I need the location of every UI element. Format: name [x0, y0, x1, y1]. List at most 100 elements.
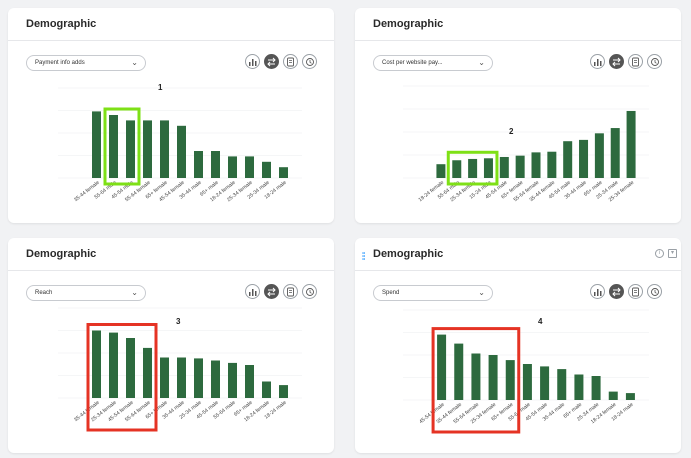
bar[interactable] — [211, 360, 220, 399]
drag-handle-icon[interactable] — [362, 249, 366, 260]
bar[interactable] — [279, 167, 288, 178]
chart-area: 18-24 female 55-64 male 25-34 female 15-24 … — [355, 8, 681, 228]
chart-card-3: Demographic Reach ⌄ 35-44 female 25-34 fem… — [8, 238, 334, 453]
bar[interactable] — [143, 120, 152, 178]
bar[interactable] — [245, 156, 254, 178]
highlight-box — [431, 327, 521, 434]
swap-icon[interactable] — [264, 54, 279, 69]
divider — [355, 40, 681, 41]
bar[interactable] — [228, 156, 237, 178]
bar[interactable] — [126, 338, 135, 398]
bar[interactable] — [279, 385, 288, 398]
annotation-marker: 3 — [176, 317, 181, 326]
report-icon[interactable] — [283, 54, 298, 69]
bar[interactable] — [610, 128, 620, 178]
chevron-down-icon: ⌄ — [478, 58, 485, 67]
bar-chart-toggle-icon[interactable] — [245, 284, 260, 299]
metric-select[interactable]: Payment info adds ⌄ — [26, 55, 146, 71]
bar[interactable] — [262, 381, 271, 399]
metric-select-value: Payment info adds — [35, 60, 85, 66]
chart-card-2: Demographic Cost per website pay... ⌄ 18-… — [355, 8, 681, 223]
bar[interactable] — [540, 366, 550, 400]
annotation-marker: 1 — [158, 83, 163, 92]
bar[interactable] — [228, 362, 237, 398]
bar[interactable] — [531, 152, 541, 178]
history-icon[interactable] — [647, 284, 662, 299]
bar[interactable] — [437, 334, 447, 400]
divider — [8, 40, 334, 41]
metric-select[interactable]: Spend ⌄ — [373, 285, 493, 301]
card-title: Demographic — [373, 18, 444, 30]
bar[interactable] — [488, 355, 498, 400]
bar[interactable] — [522, 364, 532, 400]
bar[interactable] — [194, 151, 203, 178]
bar[interactable] — [608, 391, 618, 400]
bar[interactable] — [177, 357, 186, 399]
history-icon[interactable] — [302, 284, 317, 299]
history-icon[interactable] — [647, 54, 662, 69]
bar[interactable] — [579, 139, 589, 178]
bar[interactable] — [574, 374, 584, 401]
highlight-box — [86, 323, 158, 432]
bar[interactable] — [563, 141, 573, 178]
bar[interactable] — [471, 353, 481, 401]
bar[interactable] — [626, 110, 636, 178]
divider — [355, 270, 681, 271]
swap-icon[interactable] — [609, 284, 624, 299]
bar[interactable] — [505, 360, 515, 400]
bar[interactable] — [126, 120, 135, 178]
bar[interactable] — [468, 158, 478, 178]
bar[interactable] — [625, 393, 635, 400]
bar[interactable] — [92, 111, 101, 178]
metric-select-value: Reach — [35, 290, 53, 296]
swap-icon[interactable] — [609, 54, 624, 69]
metric-select-value: Spend — [382, 290, 400, 296]
bar[interactable] — [109, 115, 118, 178]
chart-card-1: Demographic Payment info adds ⌄ 35-44 fem… — [8, 8, 334, 223]
report-icon[interactable] — [628, 54, 643, 69]
bar[interactable] — [499, 156, 509, 178]
chart-area: 35-44 female 25-34 female 45-54 female 55-6… — [8, 238, 334, 458]
report-icon[interactable] — [628, 284, 643, 299]
metric-select[interactable]: Cost per website pay... ⌄ — [373, 55, 493, 71]
bar[interactable] — [211, 151, 220, 178]
metric-select-value: Cost per website pay... — [382, 60, 443, 66]
chart-card-4: Demographic i ▾ Spend ⌄ 45-54 female 35-44… — [355, 238, 681, 453]
bar[interactable] — [160, 357, 169, 399]
bar-chart-toggle-icon[interactable] — [590, 284, 605, 299]
bar[interactable] — [594, 133, 604, 178]
chevron-down-icon: ⌄ — [478, 288, 485, 297]
bar[interactable] — [515, 155, 525, 178]
bar-chart-toggle-icon[interactable] — [245, 54, 260, 69]
bar[interactable] — [109, 332, 118, 398]
trash-icon[interactable]: ▾ — [668, 249, 677, 258]
metric-select[interactable]: Reach ⌄ — [26, 285, 146, 301]
bar[interactable] — [160, 120, 169, 178]
bar[interactable] — [452, 160, 462, 178]
swap-icon[interactable] — [264, 284, 279, 299]
bar[interactable] — [547, 151, 557, 178]
bar[interactable] — [92, 330, 101, 399]
card-title: Demographic — [373, 248, 444, 260]
bar[interactable] — [483, 158, 493, 178]
history-icon[interactable] — [302, 54, 317, 69]
info-icon[interactable]: i — [655, 249, 664, 258]
bar-chart-toggle-icon[interactable] — [590, 54, 605, 69]
bar[interactable] — [436, 164, 446, 178]
bar[interactable] — [143, 347, 152, 398]
bar[interactable] — [557, 369, 567, 400]
bar[interactable] — [245, 365, 254, 398]
highlight-box — [446, 150, 499, 186]
report-icon[interactable] — [283, 284, 298, 299]
bar[interactable] — [194, 358, 203, 398]
divider — [8, 270, 334, 271]
highlight-box — [103, 107, 141, 186]
bar[interactable] — [454, 343, 464, 400]
bar[interactable] — [591, 376, 601, 400]
bar[interactable] — [262, 161, 271, 178]
bar[interactable] — [177, 125, 186, 178]
chart-area: 45-54 female 35-44 female 55-64 female 25-3… — [355, 238, 681, 458]
